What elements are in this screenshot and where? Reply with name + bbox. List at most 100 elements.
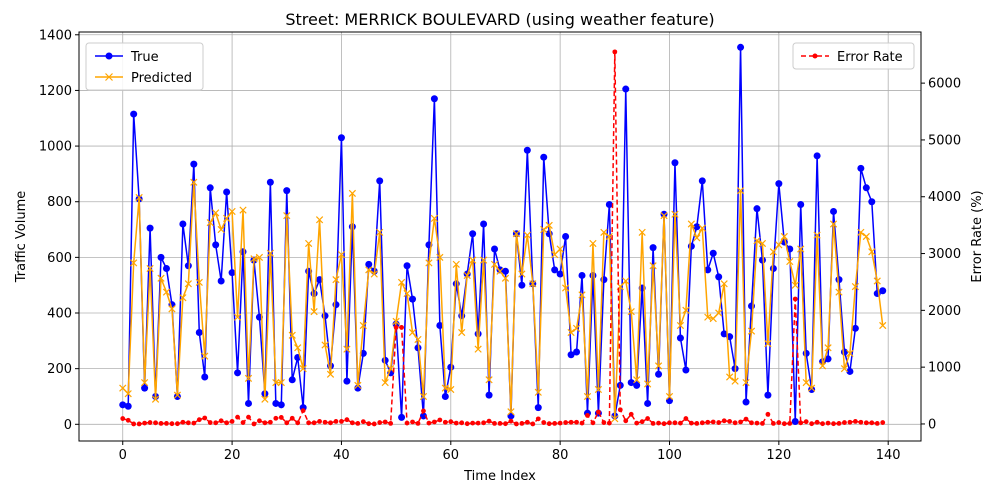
legend-predicted-label: Predicted <box>131 71 192 86</box>
error-rate-point <box>224 420 230 426</box>
error-rate-point <box>749 420 754 426</box>
error-rate-point <box>683 416 689 421</box>
predicted-point <box>534 388 542 396</box>
true-point <box>709 249 717 257</box>
error-rate-point <box>820 421 825 427</box>
predicted-point <box>441 384 449 392</box>
predicted-point <box>469 256 477 264</box>
true-point <box>474 330 482 338</box>
predicted-point <box>201 352 209 360</box>
true-point <box>501 267 509 275</box>
error-rate-point <box>612 49 618 55</box>
predicted-point <box>288 331 296 339</box>
y-tick-label: 1200 <box>39 84 72 99</box>
error-rate-point <box>202 415 208 421</box>
true-point <box>715 273 723 281</box>
predicted-point <box>556 245 564 253</box>
error-rate-point <box>847 419 853 425</box>
error-rate-point <box>442 419 448 425</box>
legend-true-label: True <box>130 50 159 65</box>
predicted-point <box>190 178 198 186</box>
error-rate-point <box>781 421 787 427</box>
error-rate-point <box>574 419 579 425</box>
predicted-point <box>255 253 264 261</box>
predicted-point <box>720 280 728 288</box>
predicted-point <box>299 365 307 373</box>
predicted-point <box>425 259 433 267</box>
true-point <box>162 264 170 272</box>
predicted-point <box>458 328 466 337</box>
x-axis-title: Time Index <box>463 469 536 484</box>
error-rate-point <box>475 420 481 426</box>
error-rate-point <box>732 420 738 426</box>
predicted-point <box>715 309 723 317</box>
error-rate-point <box>410 419 415 425</box>
error-rate-point <box>196 417 202 423</box>
true-point <box>212 241 220 249</box>
predicted-point <box>540 225 548 234</box>
error-rate-point <box>153 420 158 426</box>
error-rate-point <box>147 420 153 425</box>
error-rate-point <box>568 419 574 425</box>
predicted-point <box>463 271 471 280</box>
predicted-point <box>419 392 428 401</box>
predicted-point <box>627 307 635 316</box>
true-point <box>742 398 750 406</box>
predicted-point <box>217 225 225 234</box>
legend-right-box <box>792 42 915 70</box>
predicted-point <box>294 344 302 352</box>
error-rate-point <box>503 421 508 427</box>
predicted-point <box>764 339 772 348</box>
error-rate-point <box>645 416 651 421</box>
true-point <box>348 223 356 231</box>
predicted-point <box>315 216 324 224</box>
predicted-point <box>414 335 422 344</box>
y-axis-title: Traffic Volume <box>14 191 29 284</box>
error-rate-point <box>497 420 503 426</box>
true-point <box>813 152 821 160</box>
true-point <box>469 230 477 238</box>
y2-tick-label: 4000 <box>928 190 961 205</box>
true-point <box>748 302 756 310</box>
predicted-point <box>337 250 346 259</box>
true-point <box>201 373 209 381</box>
error-rate-point <box>191 420 197 426</box>
true-point <box>687 242 695 250</box>
true-point <box>480 220 488 228</box>
error-rate-point <box>721 418 727 424</box>
error-rate-point <box>743 416 749 422</box>
error-rate-point <box>382 419 388 425</box>
true-point <box>223 188 231 196</box>
predicted-point <box>780 232 788 241</box>
true-point <box>562 233 570 240</box>
true-point <box>332 301 340 309</box>
error-rate-point <box>639 419 645 425</box>
error-rate-point <box>257 418 262 424</box>
predicted-point <box>775 241 783 249</box>
legend-predicted-marker <box>105 73 113 81</box>
error-rate-point <box>787 420 793 426</box>
error-rate-point <box>798 420 804 426</box>
error-rate-point <box>557 420 563 426</box>
error-rate-point <box>366 421 372 427</box>
error-rate-point <box>803 419 809 425</box>
predicted-point <box>518 270 526 278</box>
error-rate-point <box>765 411 771 417</box>
predicted-point <box>392 317 400 325</box>
error-rate-point <box>295 420 301 426</box>
predicted-point <box>835 288 843 296</box>
error-rate-point <box>590 420 596 426</box>
predicted-point <box>868 248 876 256</box>
predicted-point <box>665 392 674 401</box>
true-point <box>409 295 417 303</box>
predicted-point <box>130 259 138 267</box>
predicted-point <box>146 264 154 273</box>
error-rate-series <box>120 49 886 427</box>
true-point <box>447 363 455 371</box>
true-point <box>808 386 816 394</box>
error-rate-point <box>175 421 180 427</box>
error-rate-point <box>770 420 776 426</box>
predicted-point <box>348 189 357 197</box>
true-point <box>835 276 843 284</box>
error-rate-point <box>322 419 328 425</box>
